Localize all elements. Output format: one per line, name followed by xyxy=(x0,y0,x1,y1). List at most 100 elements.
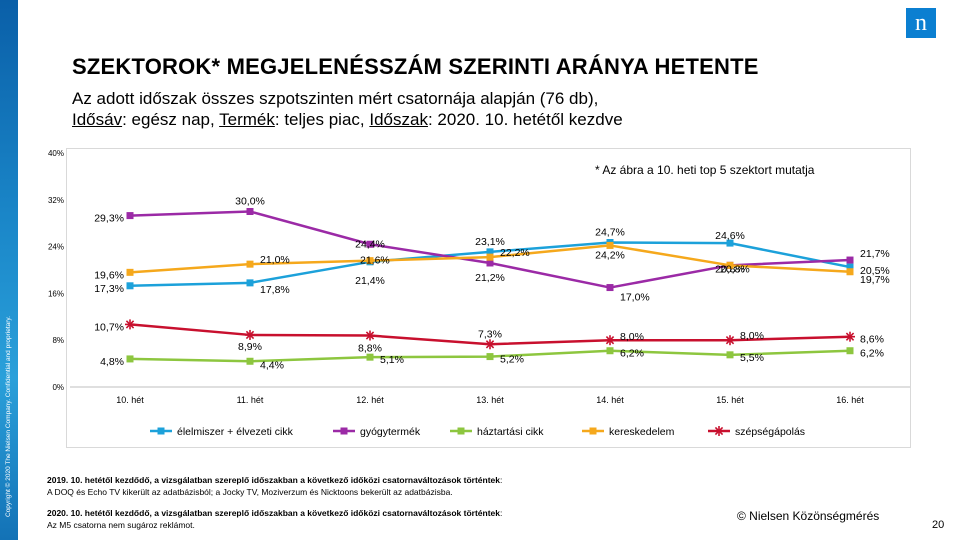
star-stroke xyxy=(485,340,495,349)
y-tick-label: 32% xyxy=(48,196,64,205)
data-point xyxy=(246,208,254,215)
nielsen-logo: n xyxy=(906,8,936,38)
y-tick-label: 16% xyxy=(48,289,64,298)
y-tick-label: 24% xyxy=(48,243,64,252)
data-label: 23,1% xyxy=(475,236,505,248)
data-point xyxy=(606,347,614,355)
page-number: 20 xyxy=(932,519,945,531)
star-stroke xyxy=(845,332,855,341)
data-point xyxy=(846,268,854,276)
subtitle-value-termek: : teljes piac, xyxy=(274,110,370,129)
star-stroke xyxy=(605,336,615,345)
data-label: 8,8% xyxy=(358,343,382,355)
data-label: 19,7% xyxy=(860,274,890,286)
data-label: 21,0% xyxy=(260,254,290,266)
footnote-2-bold: 2020. 10. hetétől kezdődő, a vizsgálatba… xyxy=(47,508,501,518)
data-point xyxy=(126,268,134,276)
subtitle-line1: Az adott időszak összes szpotszinten mér… xyxy=(72,89,599,108)
data-point xyxy=(126,355,134,363)
footnote-2-text: Az M5 csatorna nem sugároz reklámot. xyxy=(47,520,195,530)
star-stroke xyxy=(714,426,724,436)
data-point xyxy=(486,259,494,267)
footnote-2-colon: : xyxy=(500,508,503,518)
data-point-star xyxy=(365,330,375,341)
data-point xyxy=(846,347,854,355)
x-tick-label: 14. hét xyxy=(596,395,624,405)
side-strip: Copyright © 2020 The Nielsen Company. Co… xyxy=(0,0,18,540)
data-label: 24,2% xyxy=(595,249,625,261)
y-tick-label: 8% xyxy=(52,336,64,345)
data-label: 21,2% xyxy=(475,272,505,284)
legend-marker xyxy=(457,427,465,435)
page-title: SZEKTOROK* MEGJELENÉSSZÁM SZERINTI ARÁNY… xyxy=(72,54,759,79)
data-point xyxy=(606,241,614,249)
x-tick-label: 10. hét xyxy=(116,395,144,405)
data-point xyxy=(486,353,494,361)
data-point xyxy=(726,261,734,269)
data-label: 21,7% xyxy=(860,248,890,260)
footnote-2: 2020. 10. hetétől kezdődő, a vizsgálatba… xyxy=(47,507,502,531)
data-label: 24,7% xyxy=(595,227,625,239)
data-label: 24,6% xyxy=(715,230,745,242)
data-label: 4,4% xyxy=(260,359,284,371)
data-point xyxy=(726,351,734,359)
x-tick-label: 13. hét xyxy=(476,395,504,405)
legend-label: gyógytermék xyxy=(360,426,421,438)
subtitle-line2: Idősáv: egész nap, Termék: teljes piac, … xyxy=(72,109,623,130)
data-point xyxy=(846,256,854,264)
data-label: 6,2% xyxy=(860,348,884,360)
data-point xyxy=(726,239,734,247)
data-label: 21,6% xyxy=(360,255,390,267)
y-tick-label: 40% xyxy=(48,149,64,158)
x-tick-label: 15. hét xyxy=(716,395,744,405)
data-label: 30,0% xyxy=(235,196,265,208)
footnote-1-text: A DOQ és Echo TV kikerült az adatbázisbó… xyxy=(47,487,453,497)
data-point xyxy=(246,279,254,287)
data-point-star xyxy=(725,335,735,346)
legend-label: háztartási cikk xyxy=(477,426,544,438)
legend-marker-star xyxy=(714,426,724,436)
x-tick-label: 11. hét xyxy=(237,395,264,405)
subtitle-value-idoszak: : 2020. 10. hetétől kezdve xyxy=(427,110,623,129)
subtitle-key-idosav: Idősáv xyxy=(72,110,123,129)
data-label: 21,4% xyxy=(355,275,385,287)
data-label: 8,0% xyxy=(740,330,764,342)
footnote-2-heading: 2020. 10. hetétől kezdődő, a vizsgálatba… xyxy=(47,507,502,519)
data-point xyxy=(246,357,254,365)
y-tick-label: 0% xyxy=(52,383,64,392)
data-label: 8,9% xyxy=(238,341,262,353)
data-label: 17,3% xyxy=(94,283,124,295)
star-stroke xyxy=(365,331,375,340)
data-point xyxy=(366,353,374,361)
chart-frame xyxy=(66,148,911,448)
data-label: 5,1% xyxy=(380,354,404,366)
footnote-1-colon: : xyxy=(500,475,503,485)
data-label: 22,2% xyxy=(500,247,530,259)
data-point xyxy=(486,253,494,261)
data-point-star xyxy=(245,329,255,340)
data-label: 4,8% xyxy=(100,356,124,368)
footnote-1-bold: 2019. 10. hetétől kezdődő, a vizsgálatba… xyxy=(47,475,501,485)
data-point xyxy=(366,257,374,265)
data-label: 6,2% xyxy=(620,348,644,360)
subtitle-key-termek: Termék xyxy=(219,110,275,129)
data-label: 8,6% xyxy=(860,334,884,346)
data-label: 20,5% xyxy=(860,265,890,277)
data-point xyxy=(846,263,854,271)
data-point xyxy=(366,240,374,248)
star-stroke xyxy=(725,336,735,345)
data-point xyxy=(606,284,614,292)
data-label: 17,8% xyxy=(260,284,290,296)
data-point-star xyxy=(845,331,855,342)
legend-marker xyxy=(157,427,165,435)
data-label: 19,6% xyxy=(94,269,124,281)
footnote-1: 2019. 10. hetétől kezdődő, a vizsgálatba… xyxy=(47,474,502,498)
data-point-star xyxy=(605,335,615,346)
data-point xyxy=(126,212,134,220)
data-label: 8,0% xyxy=(620,331,644,343)
data-point xyxy=(126,282,134,290)
data-label: 5,2% xyxy=(500,354,524,366)
data-label: 5,5% xyxy=(740,352,764,364)
logo-letter: n xyxy=(915,10,927,36)
